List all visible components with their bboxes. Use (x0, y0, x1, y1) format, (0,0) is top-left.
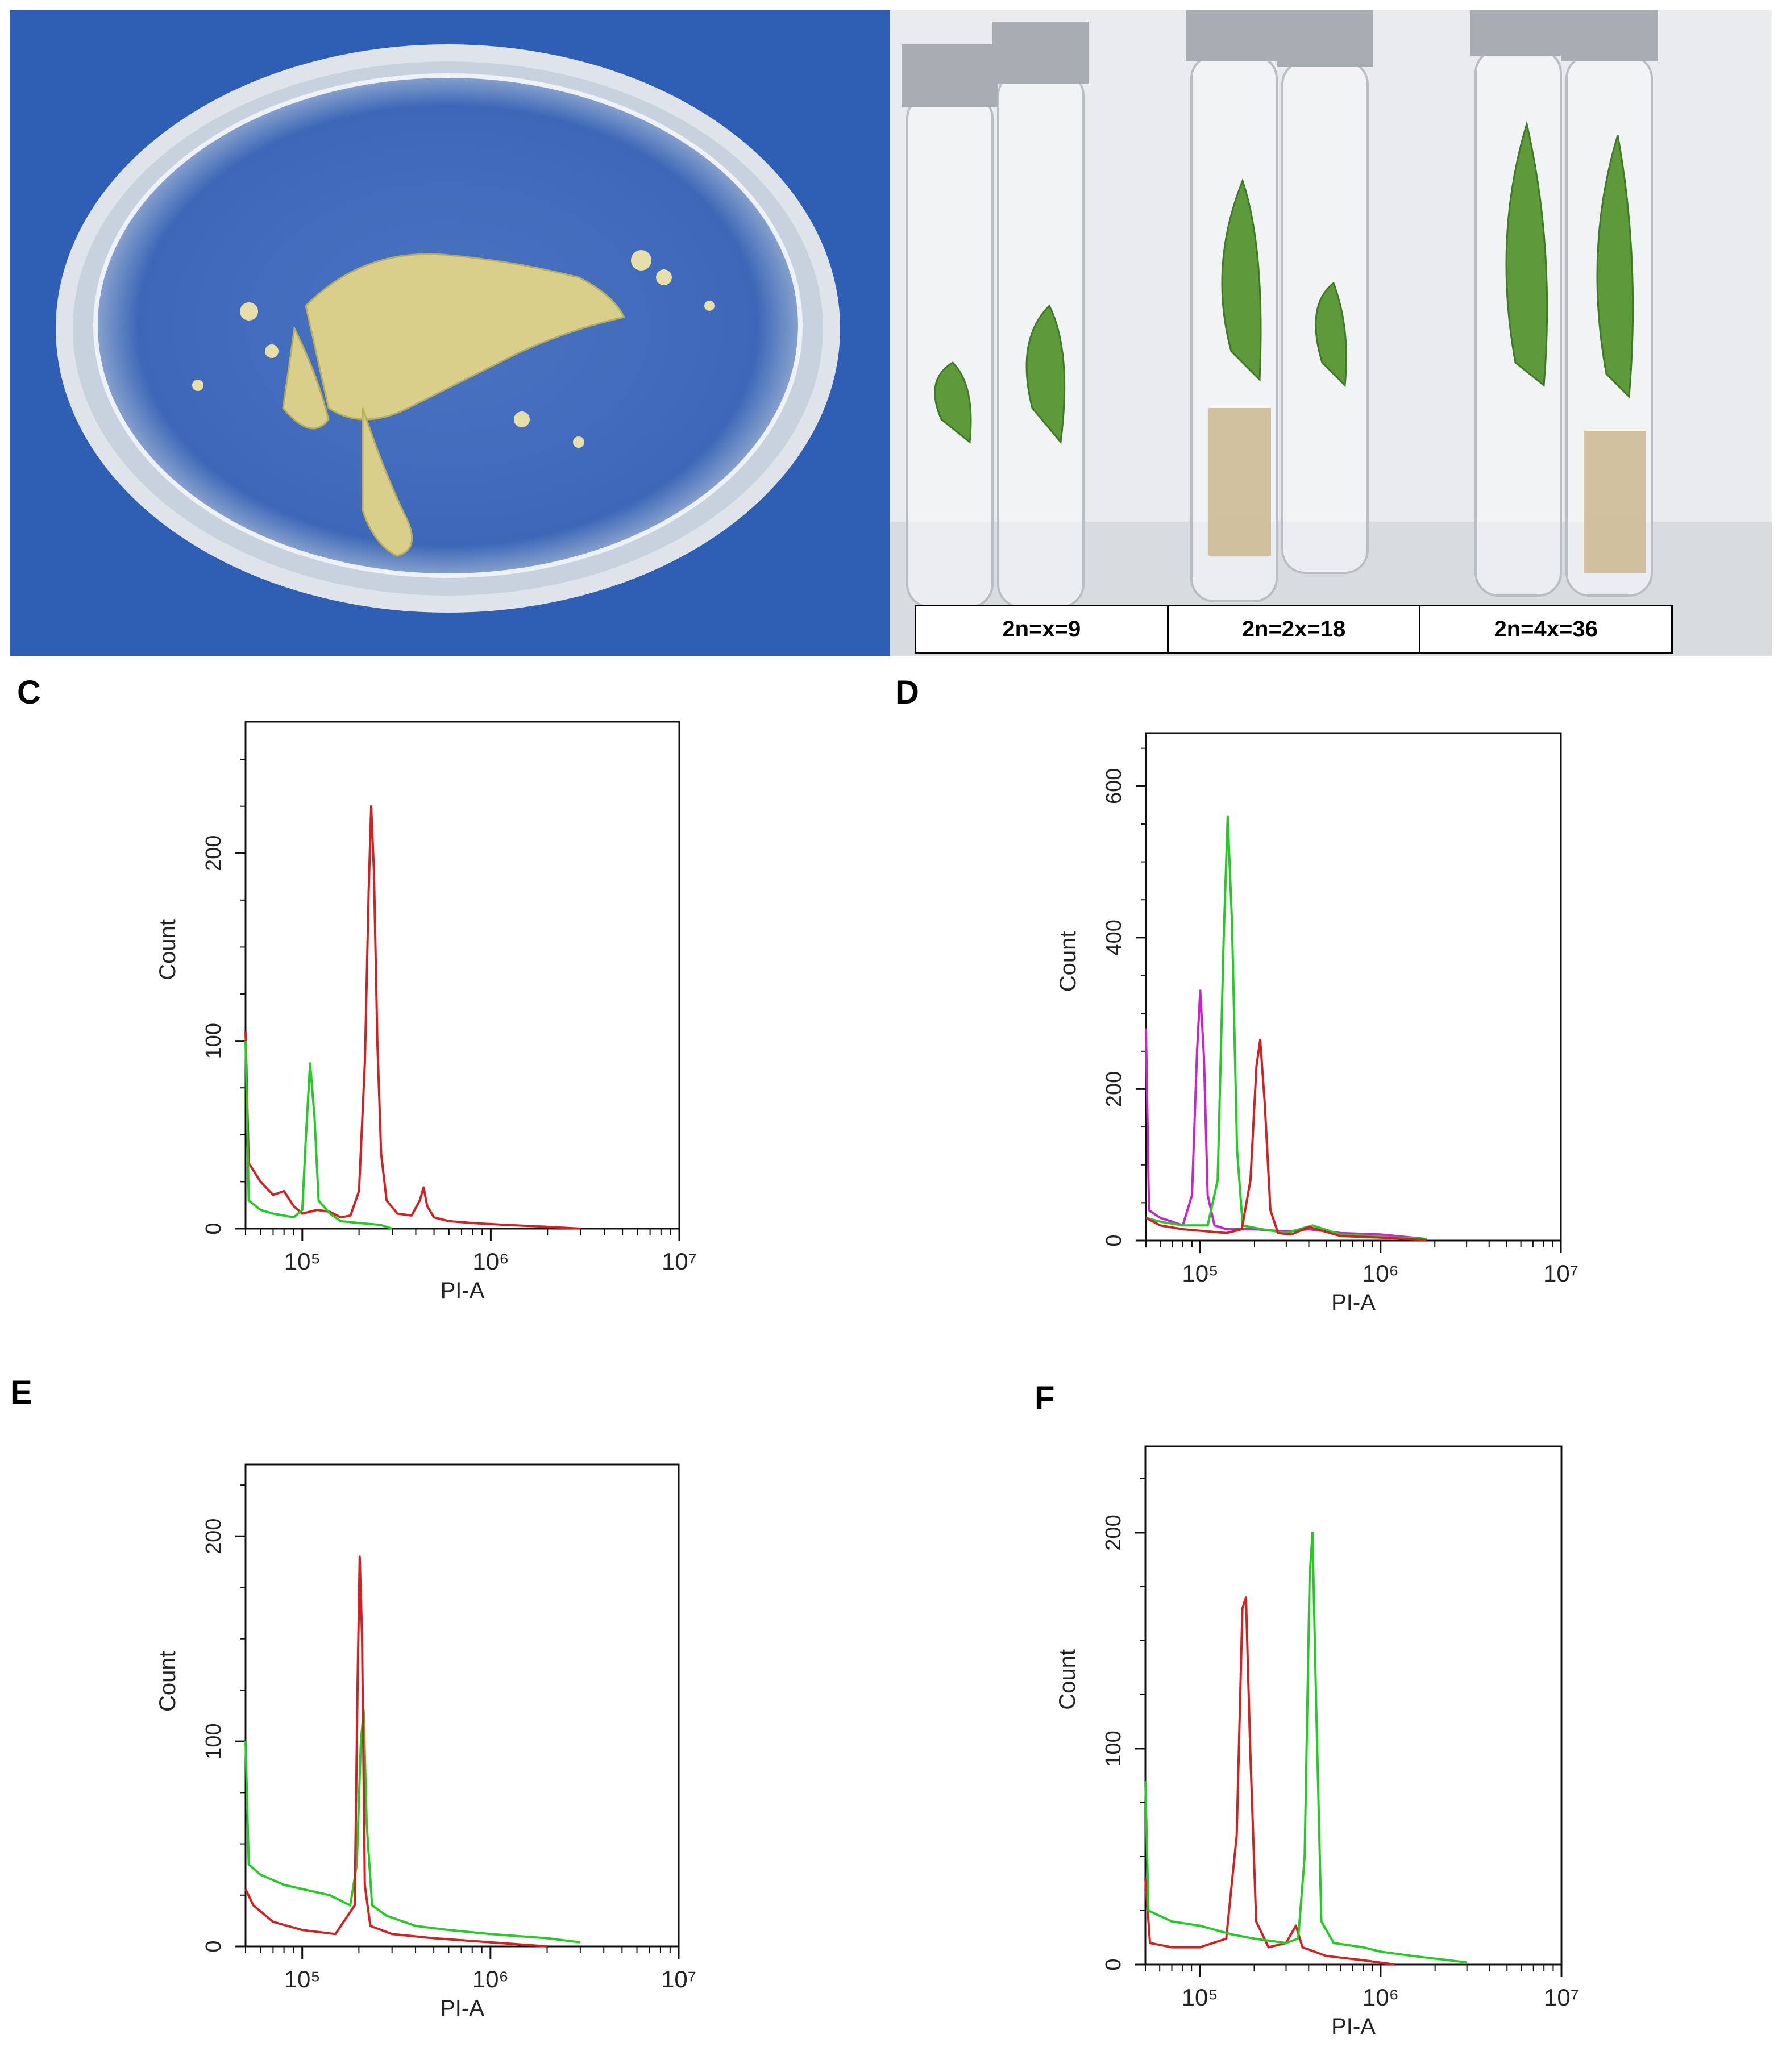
x-tick-label-e-2: 10⁷ (661, 1966, 696, 1992)
panel-label-c: C (17, 674, 41, 711)
series-line-f-0 (1144, 1596, 1395, 1966)
x-tick-label-c-0: 10⁵ (284, 1248, 321, 1275)
y-tick-label-e-1: 100 (202, 1723, 226, 1759)
chart-d: 0 200 400 600 10⁵ 10⁶ 10⁷ PI-A Count (1056, 732, 1579, 1315)
series-line-c-1 (244, 1041, 393, 1230)
y-axis-label-e: Count (155, 1651, 180, 1712)
y-tick-label-c-0: 0 (202, 1222, 226, 1234)
y-tick-label-e-2: 200 (202, 1518, 226, 1554)
panel-label-d: D (895, 674, 919, 711)
x-tick-label-c-2: 10⁷ (662, 1248, 697, 1275)
y-tick-label-d-1: 200 (1102, 1071, 1126, 1107)
karyotype-diploid: 2n=2x=18 (1169, 606, 1421, 652)
x-axis-label-e: PI-A (440, 1996, 484, 2021)
x-tick-label-e-1: 10⁶ (472, 1966, 509, 1992)
x-tick-label-d-2: 10⁷ (1543, 1260, 1579, 1287)
series-line-f-1 (1144, 1532, 1467, 1964)
x-axis-label-c: PI-A (441, 1278, 485, 1303)
karyotype-haploid: 2n=x=9 (916, 606, 1169, 652)
y-tick-label-c-1: 100 (202, 1023, 226, 1059)
series-line-d-0 (1145, 989, 1427, 1241)
x-tick-label-f-2: 10⁷ (1544, 1984, 1579, 2011)
series-line-d-1 (1145, 815, 1427, 1241)
series-line-e-1 (244, 1555, 547, 1948)
y-tick-label-d-2: 400 (1102, 919, 1126, 955)
y-tick-label-f-1: 100 (1102, 1730, 1125, 1766)
plot-frame-d (1145, 732, 1562, 1242)
y-axis-label-f: Count (1055, 1649, 1080, 1710)
x-tick-label-e-0: 10⁵ (284, 1966, 321, 1992)
panel-label-f: F (1035, 1380, 1055, 1417)
chart-f: 0 100 200 10⁵ 10⁶ 10⁷ PI-A Count (1055, 1445, 1579, 2039)
y-axis-label-d: Count (1056, 931, 1081, 992)
x-tick-label-f-1: 10⁶ (1363, 1984, 1399, 2011)
y-tick-label-e-0: 0 (202, 1940, 226, 1952)
y-tick-label-d-0: 0 (1102, 1234, 1126, 1246)
y-tick-label-f-0: 0 (1102, 1958, 1125, 1970)
y-tick-label-f-2: 200 (1102, 1515, 1125, 1550)
y-tick-label-d-3: 600 (1102, 768, 1126, 804)
x-axis-label-f: PI-A (1331, 2014, 1376, 2039)
chart-c: 0 100 200 10⁵ 10⁶ 10⁷ PI-A Count (155, 721, 697, 1303)
x-tick-label-d-1: 10⁶ (1363, 1260, 1399, 1287)
x-axis-label-d: PI-A (1331, 1290, 1376, 1315)
plot-frame-e (244, 1463, 680, 1948)
chart-e: 0 100 200 10⁵ 10⁶ 10⁷ PI-A Count (155, 1463, 696, 2021)
x-tick-label-d-0: 10⁵ (1182, 1260, 1218, 1287)
series-line-c-0 (244, 805, 581, 1230)
karyotype-tetraploid: 2n=4x=36 (1494, 616, 1598, 642)
petri-dish-photo (10, 10, 890, 656)
y-tick-label-c-2: 200 (202, 835, 226, 871)
x-tick-label-f-0: 10⁵ (1182, 1984, 1218, 2011)
x-tick-label-c-1: 10⁶ (472, 1248, 509, 1275)
series-line-d-2 (1145, 1038, 1427, 1241)
y-axis-label-c: Count (155, 919, 180, 980)
plot-frame-c (244, 721, 680, 1230)
test-tubes-photo (890, 10, 1772, 656)
karyotype-table: 2n=x=9 2n=2x=18 2n=4x=36 (915, 605, 1673, 654)
plot-frame-f (1144, 1445, 1563, 1966)
panel-label-e: E (10, 1374, 32, 1411)
